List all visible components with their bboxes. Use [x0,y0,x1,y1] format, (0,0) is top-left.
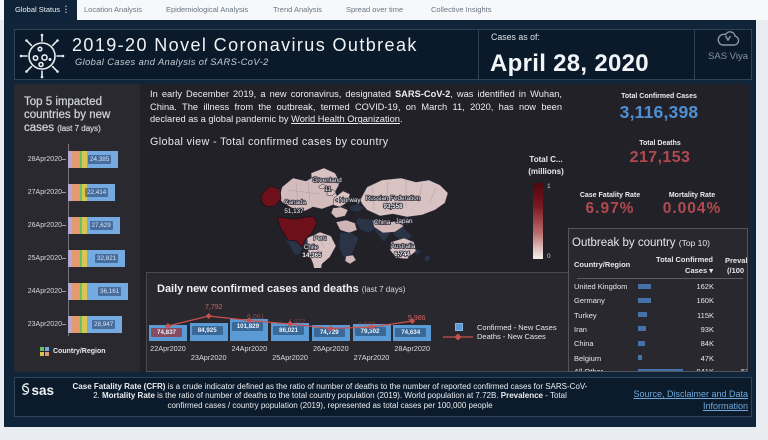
svg-text:11: 11 [325,186,332,193]
svg-text:sas: sas [32,383,55,398]
svg-text:Australia: Australia [391,243,416,250]
svg-text:Japan: Japan [395,218,413,225]
svg-text:Chile: Chile [304,244,319,251]
svg-text:‹ Norway: ‹ Norway [335,197,361,204]
svg-text:6,744: 6,744 [394,251,410,258]
svg-text:Canada: Canada [284,199,307,206]
svg-text:Greenland: Greenland [312,177,342,184]
svg-text:Peru: Peru [313,235,327,242]
svg-text:China: China [374,219,391,226]
svg-text:14,365: 14,365 [302,252,322,259]
svg-text:93,558: 93,558 [383,203,403,210]
svg-text:51,137: 51,137 [284,208,304,215]
svg-text:Russian Federation: Russian Federation [366,195,421,202]
